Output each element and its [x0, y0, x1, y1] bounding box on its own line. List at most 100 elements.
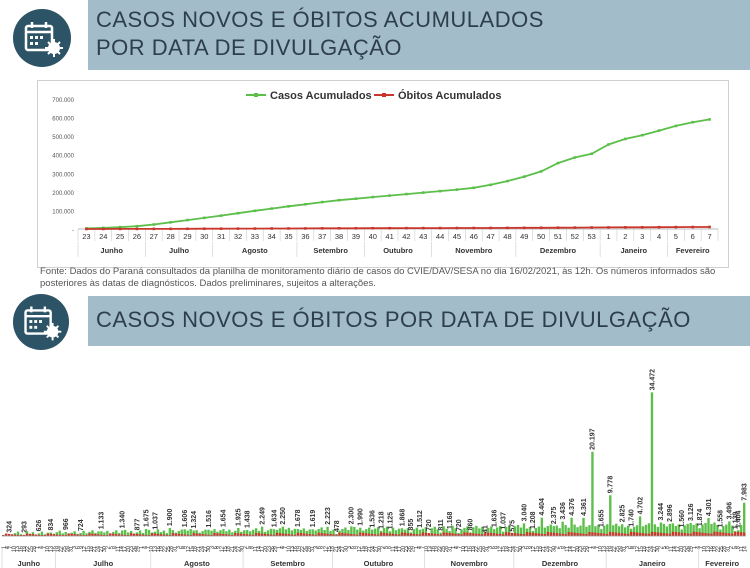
series-point [320, 200, 324, 204]
day-tick-label: 20 [400, 546, 406, 552]
death-bar [118, 534, 121, 536]
day-tick-label: 15 [360, 546, 366, 552]
case-bar [710, 523, 713, 536]
case-bar [528, 527, 532, 536]
death-bar [231, 535, 234, 536]
death-bar [249, 534, 252, 536]
day-tick-label: 7 [457, 546, 463, 549]
death-bar [385, 533, 389, 536]
case-bar [597, 524, 600, 536]
case-bar [731, 525, 734, 536]
series-point [573, 226, 577, 229]
x-tick-label: 39 [352, 232, 360, 241]
death-bar [281, 533, 285, 536]
day-tick-label: 23 [129, 546, 135, 552]
day-tick-label: 12 [323, 546, 329, 552]
day-tick-label: 31 [310, 546, 316, 552]
day-tick-label: 10 [12, 546, 18, 552]
bar-value-label: 1.037 [152, 512, 159, 530]
death-bar [329, 534, 332, 536]
death-bar [546, 532, 549, 536]
day-tick-label: 10 [149, 546, 155, 552]
death-bar [701, 532, 704, 536]
day-tick-label: 22 [25, 546, 31, 552]
case-bar [266, 530, 270, 536]
series-point [455, 226, 459, 230]
case-bar [424, 527, 427, 536]
case-bar [385, 526, 389, 536]
day-tick-label: 1 [276, 546, 282, 549]
death-bar [79, 534, 82, 536]
death-bar [594, 532, 597, 536]
bar-value-label: 1.536 [370, 510, 377, 528]
source-note: Fonte: Dados do Paraná consultados da pl… [40, 266, 716, 289]
death-bar [531, 532, 535, 536]
case-bar [314, 530, 317, 536]
day-tick-label: 8 [387, 546, 393, 549]
case-bar [287, 527, 291, 536]
bar-value-label: 3.040 [521, 504, 528, 522]
series-point [405, 192, 408, 196]
case-bar [374, 528, 377, 536]
death-bar [528, 532, 532, 536]
series-point [438, 226, 442, 230]
case-bar [326, 526, 329, 536]
series-point [118, 225, 122, 229]
death-bar [320, 533, 323, 536]
series-point [708, 118, 711, 121]
death-bar [552, 532, 555, 536]
bar-value-label: 20.197 [590, 428, 597, 450]
case-bar [740, 525, 743, 536]
case-bar [376, 527, 380, 536]
death-bar [653, 532, 657, 536]
bar-value-label: 3.496 [727, 502, 734, 520]
x-tick-label: 28 [166, 232, 174, 241]
day-tick-label: 23 [578, 546, 584, 552]
death-bar [734, 531, 737, 536]
death-bar [421, 532, 424, 536]
x-tick-label: 25 [116, 232, 124, 241]
bar-value-label: 1.404 [736, 511, 743, 529]
death-bar [686, 533, 689, 536]
x-tick-label: 7 [707, 232, 711, 241]
bar-value-label: 2.375 [551, 506, 558, 524]
series-point [506, 226, 509, 230]
day-tick-label: 16 [709, 546, 715, 552]
death-bar [112, 533, 115, 536]
case-bar [540, 517, 544, 536]
day-tick-label: 8 [665, 546, 671, 549]
series-point [640, 133, 644, 137]
death-bar [442, 532, 445, 536]
x-tick-label: 3 [640, 232, 644, 241]
death-bar [409, 533, 413, 536]
case-bar [412, 529, 416, 536]
day-tick-label: 7 [421, 546, 427, 549]
death-bar [228, 534, 231, 536]
series-point [304, 227, 307, 230]
case-bar [606, 524, 609, 536]
day-tick-label: 27 [374, 546, 380, 552]
series-point [556, 161, 560, 165]
series-point [152, 223, 156, 226]
case-bar [641, 526, 645, 536]
x-tick-label: 52 [571, 232, 579, 241]
series-point [169, 227, 172, 231]
day-tick-label: 25 [303, 546, 309, 552]
case-bar [144, 529, 148, 536]
day-tick-label: 10 [461, 546, 467, 552]
case-bar [609, 495, 612, 536]
month-label: Janeiro [620, 246, 647, 255]
day-tick-label: 3 [72, 546, 78, 549]
series-point [203, 227, 206, 231]
series-point [607, 143, 610, 146]
header-band-2 [88, 296, 750, 346]
death-bar [144, 534, 148, 536]
day-tick-label: 31 [484, 546, 490, 552]
death-bar [519, 533, 523, 536]
day-tick-label: 18 [538, 546, 544, 552]
death-bar [436, 534, 439, 536]
death-bar [677, 532, 680, 536]
day-tick-label: 5 [558, 546, 564, 549]
death-bar [198, 533, 201, 536]
death-bar [106, 535, 109, 536]
